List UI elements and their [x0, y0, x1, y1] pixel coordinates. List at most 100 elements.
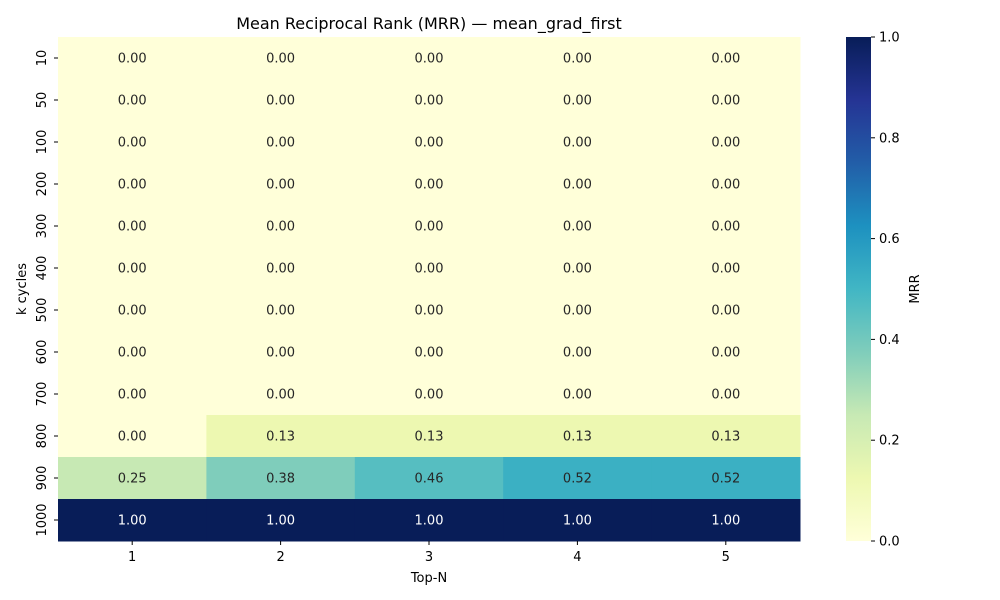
cell-value-label: 0.13 [563, 430, 592, 445]
heatmap-cell [354, 289, 504, 332]
cell-value-label: 0.00 [563, 52, 592, 67]
cell-value-label: 0.00 [118, 220, 147, 235]
heatmap-cell [503, 457, 653, 500]
colorbar-label: MRR [908, 274, 923, 303]
heatmap-cell [206, 457, 356, 500]
heatmap-cell [206, 289, 356, 332]
heatmap-cells: 0.00 0.00 0.00 0.00 0.00 0.00 0.00 0.00 0.00 0.00… [58, 37, 801, 542]
cell-value-label: 0.00 [415, 178, 444, 193]
heatmap-cell [58, 289, 207, 332]
colorbar-gradient [846, 37, 871, 541]
cell-value-label: 0.00 [711, 52, 740, 67]
heatmap-cell [58, 205, 207, 248]
heatmap-cell [503, 499, 653, 542]
y-tick-label: 600 [35, 340, 50, 365]
heatmap-cell [651, 79, 801, 122]
cell-value-label: 0.00 [415, 262, 444, 277]
cell-value-label: 0.00 [415, 388, 444, 403]
heatmap-cell [503, 331, 653, 374]
cell-value-label: 0.00 [266, 94, 295, 109]
heatmap-cell [503, 163, 653, 206]
cell-value-label: 0.00 [266, 52, 295, 67]
heatmap-cell [354, 37, 504, 80]
cell-value-label: 0.00 [415, 136, 444, 151]
cell-value-label: 0.52 [711, 472, 740, 487]
heatmap-cell [503, 79, 653, 122]
y-tick-label: 10 [35, 50, 50, 67]
y-tick-label: 100 [35, 130, 50, 155]
cell-value-label: 0.00 [711, 178, 740, 193]
heatmap-cell [651, 37, 801, 80]
heatmap-cell [503, 37, 653, 80]
cell-value-label: 0.00 [118, 346, 147, 361]
heatmap-cell [58, 121, 207, 164]
cell-value-label: 0.25 [118, 472, 147, 487]
cell-value-label: 0.00 [118, 178, 147, 193]
cell-value-label: 0.00 [563, 346, 592, 361]
heatmap-cell [651, 415, 801, 458]
heatmap-cell [503, 247, 653, 290]
heatmap-cell [58, 37, 207, 80]
heatmap-cell [651, 499, 801, 542]
x-tick-label: 5 [722, 550, 730, 565]
colorbar-tick-label: 0.0 [879, 535, 900, 550]
x-tick-label: 1 [128, 550, 136, 565]
cell-value-label: 0.00 [563, 136, 592, 151]
cell-value-label: 0.00 [563, 262, 592, 277]
y-tick-label: 200 [35, 172, 50, 197]
heatmap-cell [354, 163, 504, 206]
heatmap-cell [58, 247, 207, 290]
cell-value-label: 0.00 [266, 220, 295, 235]
cell-value-label: 1.00 [563, 514, 592, 529]
heatmap-cell [206, 121, 356, 164]
heatmap-cell [58, 331, 207, 374]
heatmap-cell [503, 289, 653, 332]
y-tick-label: 400 [35, 256, 50, 281]
heatmap-cell [503, 373, 653, 416]
heatmap-cell [651, 121, 801, 164]
heatmap-cell [58, 415, 207, 458]
cell-value-label: 0.00 [266, 346, 295, 361]
y-tick-label: 300 [35, 214, 50, 239]
heatmap-cell [651, 289, 801, 332]
chart-title: Mean Reciprocal Rank (MRR) — mean_grad_f… [236, 14, 622, 34]
heatmap-cell [206, 415, 356, 458]
cell-value-label: 0.00 [563, 304, 592, 319]
y-axis-label: k cycles [15, 263, 30, 315]
cell-value-label: 0.00 [118, 430, 147, 445]
y-tick-label: 800 [35, 424, 50, 449]
cell-value-label: 0.00 [415, 94, 444, 109]
x-axis-label: Top-N [410, 571, 447, 586]
heatmap-cell [503, 205, 653, 248]
heatmap-cell [58, 499, 207, 542]
heatmap-cell [354, 247, 504, 290]
x-tick-label: 3 [425, 550, 433, 565]
cell-value-label: 0.00 [711, 220, 740, 235]
heatmap-cell [354, 373, 504, 416]
heatmap-cell [206, 79, 356, 122]
heatmap-cell [58, 457, 207, 500]
heatmap-cell [354, 499, 504, 542]
heatmap-cell [354, 121, 504, 164]
cell-value-label: 0.13 [266, 430, 295, 445]
y-tick-label: 900 [35, 466, 50, 491]
heatmap-cell [206, 37, 356, 80]
heatmap-cell [651, 163, 801, 206]
cell-value-label: 0.00 [711, 262, 740, 277]
cell-value-label: 0.00 [711, 94, 740, 109]
heatmap-cell [58, 79, 207, 122]
x-tick-label: 2 [276, 550, 284, 565]
cell-value-label: 0.00 [415, 220, 444, 235]
y-tick-label: 1000 [35, 503, 50, 536]
cell-value-label: 0.00 [563, 388, 592, 403]
cell-value-label: 0.00 [711, 136, 740, 151]
cell-value-label: 0.13 [415, 430, 444, 445]
heatmap-cell [206, 247, 356, 290]
heatmap-cell [58, 163, 207, 206]
cell-value-label: 0.00 [711, 304, 740, 319]
heatmap-cell [206, 205, 356, 248]
cell-value-label: 0.52 [563, 472, 592, 487]
heatmap-cell [206, 163, 356, 206]
heatmap-cell [354, 457, 504, 500]
